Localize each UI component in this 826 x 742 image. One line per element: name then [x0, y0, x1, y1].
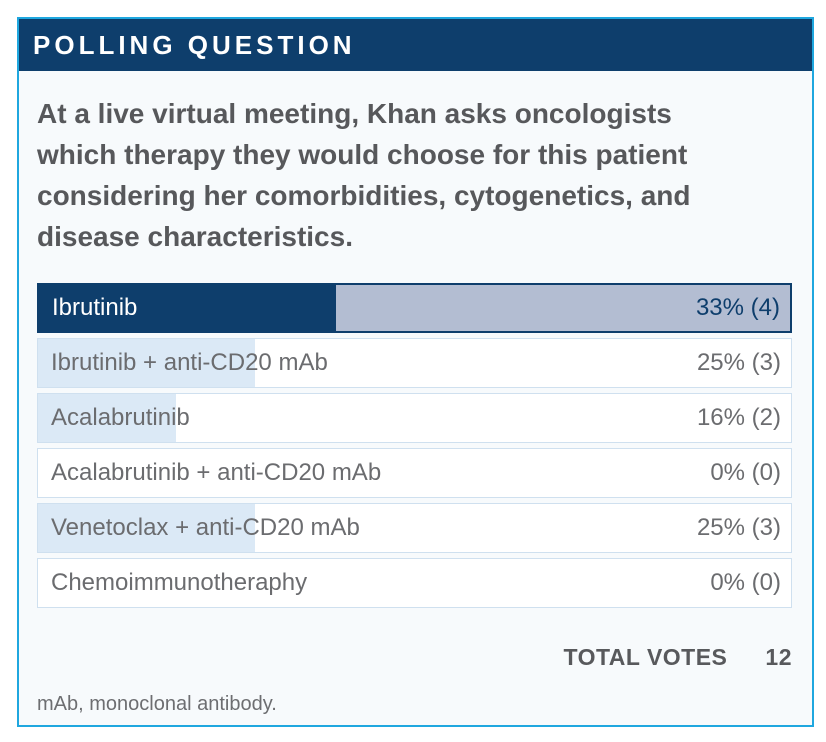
total-votes-value: 12	[765, 644, 792, 670]
poll-option-row-venetoclax-anti-cd20[interactable]: Venetoclax + anti-CD20 mAb 25% (3)	[37, 503, 792, 553]
question-text: At a live virtual meeting, Khan asks onc…	[37, 93, 792, 257]
polling-content: At a live virtual meeting, Khan asks onc…	[19, 71, 812, 716]
result-bar	[38, 504, 255, 552]
question-line: At a live virtual meeting, Khan asks onc…	[37, 98, 672, 129]
result-bar	[39, 285, 336, 331]
total-votes-row: TOTAL VOTES 12	[37, 644, 792, 671]
polling-header-title: POLLING QUESTION	[33, 29, 356, 60]
poll-option-row-acalabrutinib[interactable]: Acalabrutinib 16% (2)	[37, 393, 792, 443]
poll-option-row-ibrutinib[interactable]: Ibrutinib 33% (4)	[37, 283, 792, 333]
poll-option-row-ibrutinib-anti-cd20[interactable]: Ibrutinib + anti-CD20 mAb 25% (3)	[37, 338, 792, 388]
option-result: 25% (3)	[696, 349, 781, 376]
question-line: which therapy they would choose for this…	[37, 139, 688, 170]
option-label: Acalabrutinib + anti-CD20 mAb	[51, 459, 382, 486]
option-result: 33% (4)	[695, 294, 780, 321]
poll-option-row-chemoimmunotherapy[interactable]: Chemoimmunotheraphy 0% (0)	[37, 558, 792, 608]
question-line: considering her comorbidities, cytogenet…	[37, 180, 691, 211]
option-label: Venetoclax + anti-CD20 mAb	[51, 514, 360, 541]
total-votes-label: TOTAL VOTES	[563, 644, 728, 670]
poll-option-row-acalabrutinib-anti-cd20[interactable]: Acalabrutinib + anti-CD20 mAb 0% (0)	[37, 448, 792, 498]
polling-header: POLLING QUESTION	[19, 19, 812, 71]
result-bar	[38, 394, 176, 442]
poll-options-list: Ibrutinib 33% (4) Ibrutinib + anti-CD20 …	[37, 283, 792, 608]
footnote-text: mAb, monoclonal antibody.	[37, 693, 277, 715]
option-label: Chemoimmunotheraphy	[51, 569, 308, 596]
option-label: Acalabrutinib	[51, 404, 190, 431]
question-line: disease characteristics.	[37, 221, 353, 252]
option-result: 16% (2)	[696, 404, 781, 431]
option-result: 0% (0)	[710, 459, 781, 486]
result-bar	[38, 339, 255, 387]
polling-card: POLLING QUESTION At a live virtual meeti…	[17, 17, 814, 727]
option-result: 25% (3)	[696, 514, 781, 541]
option-label: Ibrutinib + anti-CD20 mAb	[51, 349, 328, 376]
option-result: 0% (0)	[710, 569, 781, 596]
option-label: Ibrutinib	[52, 294, 138, 321]
